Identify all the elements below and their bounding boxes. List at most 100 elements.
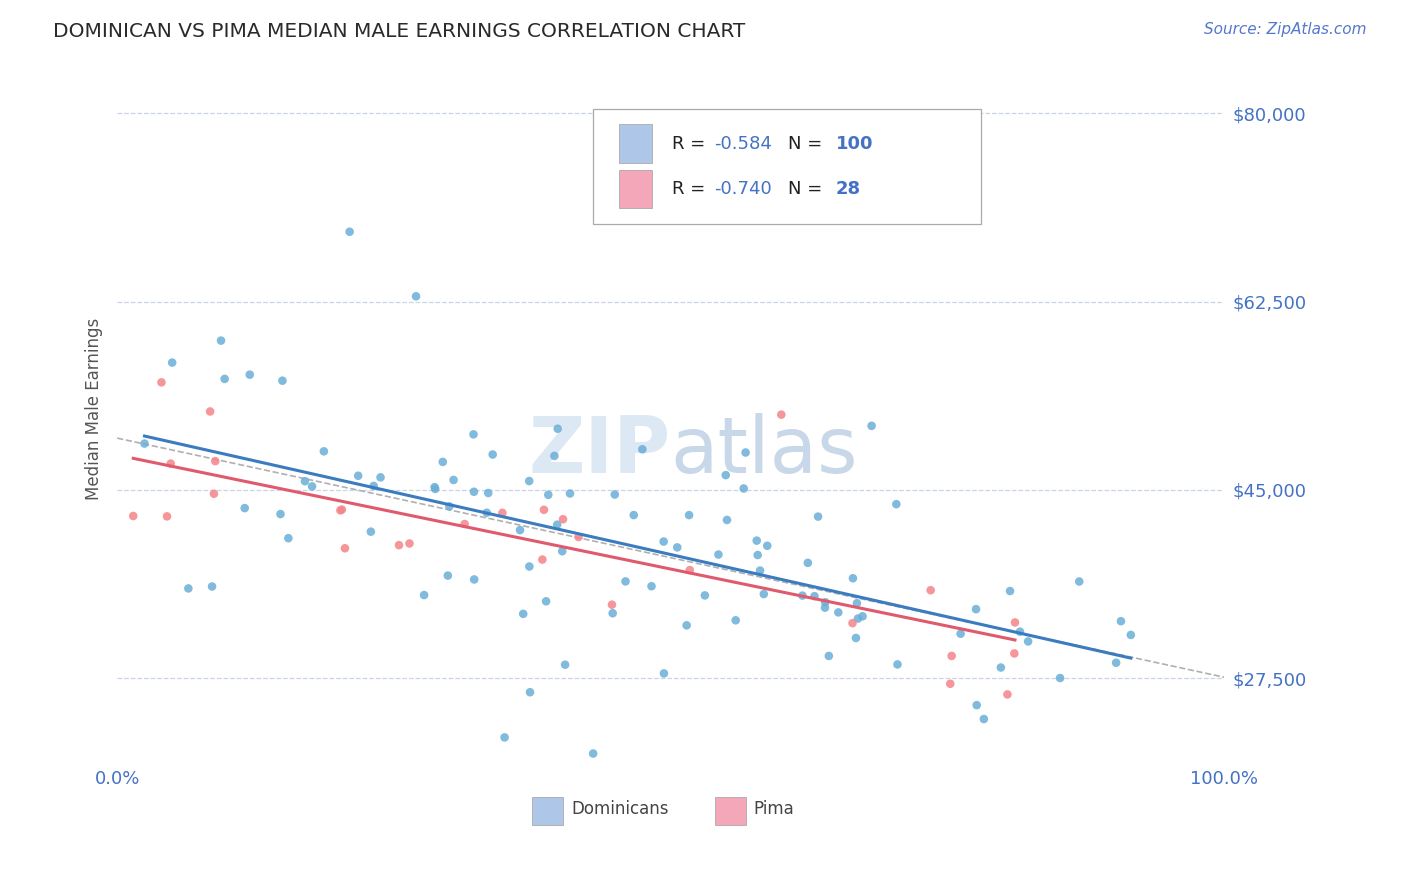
Point xyxy=(1002,647,1025,661)
Point xyxy=(949,626,972,640)
Text: DOMINICAN VS PIMA MEDIAN MALE EARNINGS CORRELATION CHART: DOMINICAN VS PIMA MEDIAN MALE EARNINGS C… xyxy=(53,22,745,41)
Text: 100: 100 xyxy=(835,135,873,153)
Point xyxy=(973,712,995,726)
Point xyxy=(623,508,645,522)
Point xyxy=(770,408,793,422)
Point xyxy=(209,334,232,348)
Point xyxy=(443,473,465,487)
Text: atlas: atlas xyxy=(671,413,858,489)
Point xyxy=(807,509,830,524)
Point xyxy=(159,457,181,471)
Point xyxy=(453,516,475,531)
Point xyxy=(841,616,863,631)
Point xyxy=(845,631,868,645)
Point xyxy=(150,376,173,390)
Point xyxy=(547,422,569,436)
Point xyxy=(160,355,183,369)
Point xyxy=(600,598,623,612)
Text: -0.584: -0.584 xyxy=(714,135,772,153)
Point xyxy=(842,571,865,585)
Point xyxy=(329,503,352,517)
Point xyxy=(602,606,624,620)
Point xyxy=(463,573,485,587)
Point xyxy=(886,497,908,511)
Point xyxy=(567,530,589,544)
Point xyxy=(827,606,849,620)
Point xyxy=(156,509,179,524)
Point xyxy=(531,552,554,566)
Bar xyxy=(619,124,652,162)
Point xyxy=(277,531,299,545)
Point xyxy=(519,685,541,699)
Point xyxy=(333,541,356,556)
Point xyxy=(693,589,716,603)
Point xyxy=(1004,615,1026,630)
Point xyxy=(1109,614,1132,628)
Point xyxy=(475,506,498,520)
Point xyxy=(439,500,461,514)
Point xyxy=(437,568,460,582)
Point xyxy=(734,445,756,459)
Point xyxy=(347,468,370,483)
Point xyxy=(814,600,837,615)
Point xyxy=(239,368,262,382)
Point xyxy=(1049,671,1071,685)
Point xyxy=(997,688,1019,702)
Point xyxy=(269,507,291,521)
Point xyxy=(312,444,335,458)
Text: N =: N = xyxy=(787,135,828,153)
Text: -0.740: -0.740 xyxy=(714,180,772,198)
Point xyxy=(122,508,145,523)
Point xyxy=(294,474,316,488)
Point xyxy=(398,536,420,550)
Point xyxy=(546,517,568,532)
Point xyxy=(509,523,531,537)
Point xyxy=(551,512,574,526)
Point xyxy=(640,579,662,593)
Point xyxy=(481,448,503,462)
Point xyxy=(852,609,875,624)
Text: N =: N = xyxy=(787,180,828,198)
Point xyxy=(537,488,560,502)
Point xyxy=(965,602,987,616)
Point xyxy=(678,508,700,522)
Point xyxy=(551,544,574,558)
Point xyxy=(463,484,485,499)
Text: 28: 28 xyxy=(835,180,860,198)
Point xyxy=(204,454,226,468)
Point xyxy=(134,436,156,450)
Text: Source: ZipAtlas.com: Source: ZipAtlas.com xyxy=(1204,22,1367,37)
Point xyxy=(423,480,446,494)
Point xyxy=(797,556,820,570)
Point xyxy=(517,474,540,488)
Point xyxy=(939,677,962,691)
Point xyxy=(679,563,702,577)
Point xyxy=(432,455,454,469)
Point xyxy=(330,502,353,516)
Point xyxy=(631,442,654,457)
Point xyxy=(1008,624,1031,639)
Point xyxy=(1017,634,1039,648)
Point xyxy=(652,666,675,681)
Point xyxy=(558,486,581,500)
Point xyxy=(652,534,675,549)
FancyBboxPatch shape xyxy=(593,109,980,224)
Point xyxy=(582,747,605,761)
Point xyxy=(756,539,779,553)
Point xyxy=(339,225,361,239)
Point xyxy=(733,482,755,496)
Point xyxy=(360,524,382,539)
Point xyxy=(966,698,988,713)
Point xyxy=(477,486,499,500)
Point xyxy=(749,564,772,578)
Point xyxy=(752,587,775,601)
Point xyxy=(998,584,1021,599)
Point xyxy=(745,533,768,548)
Point xyxy=(1069,574,1091,589)
Point xyxy=(814,595,837,609)
Point xyxy=(724,613,747,627)
Point xyxy=(517,559,540,574)
Point xyxy=(198,404,221,418)
Text: R =: R = xyxy=(672,135,710,153)
Point xyxy=(301,479,323,493)
